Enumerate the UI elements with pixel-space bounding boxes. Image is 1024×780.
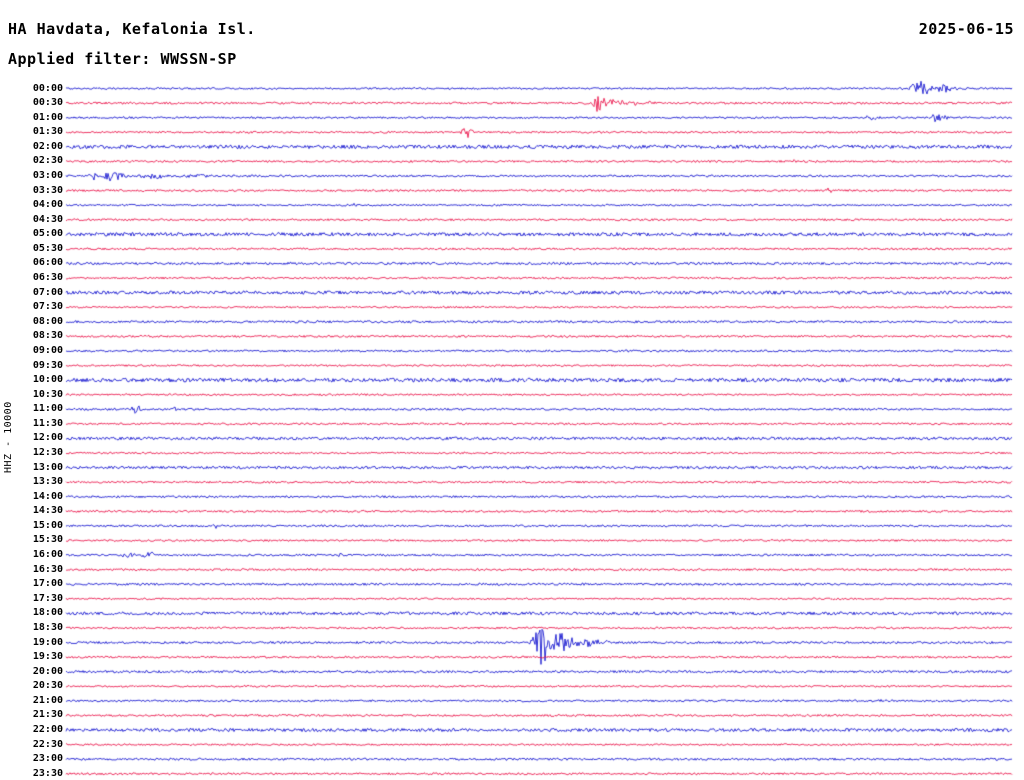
helicorder-page: HA Havdata, Kefalonia Isl. 2025-06-15 Ap… — [0, 0, 1024, 780]
seismogram-traces-canvas — [0, 0, 1024, 780]
